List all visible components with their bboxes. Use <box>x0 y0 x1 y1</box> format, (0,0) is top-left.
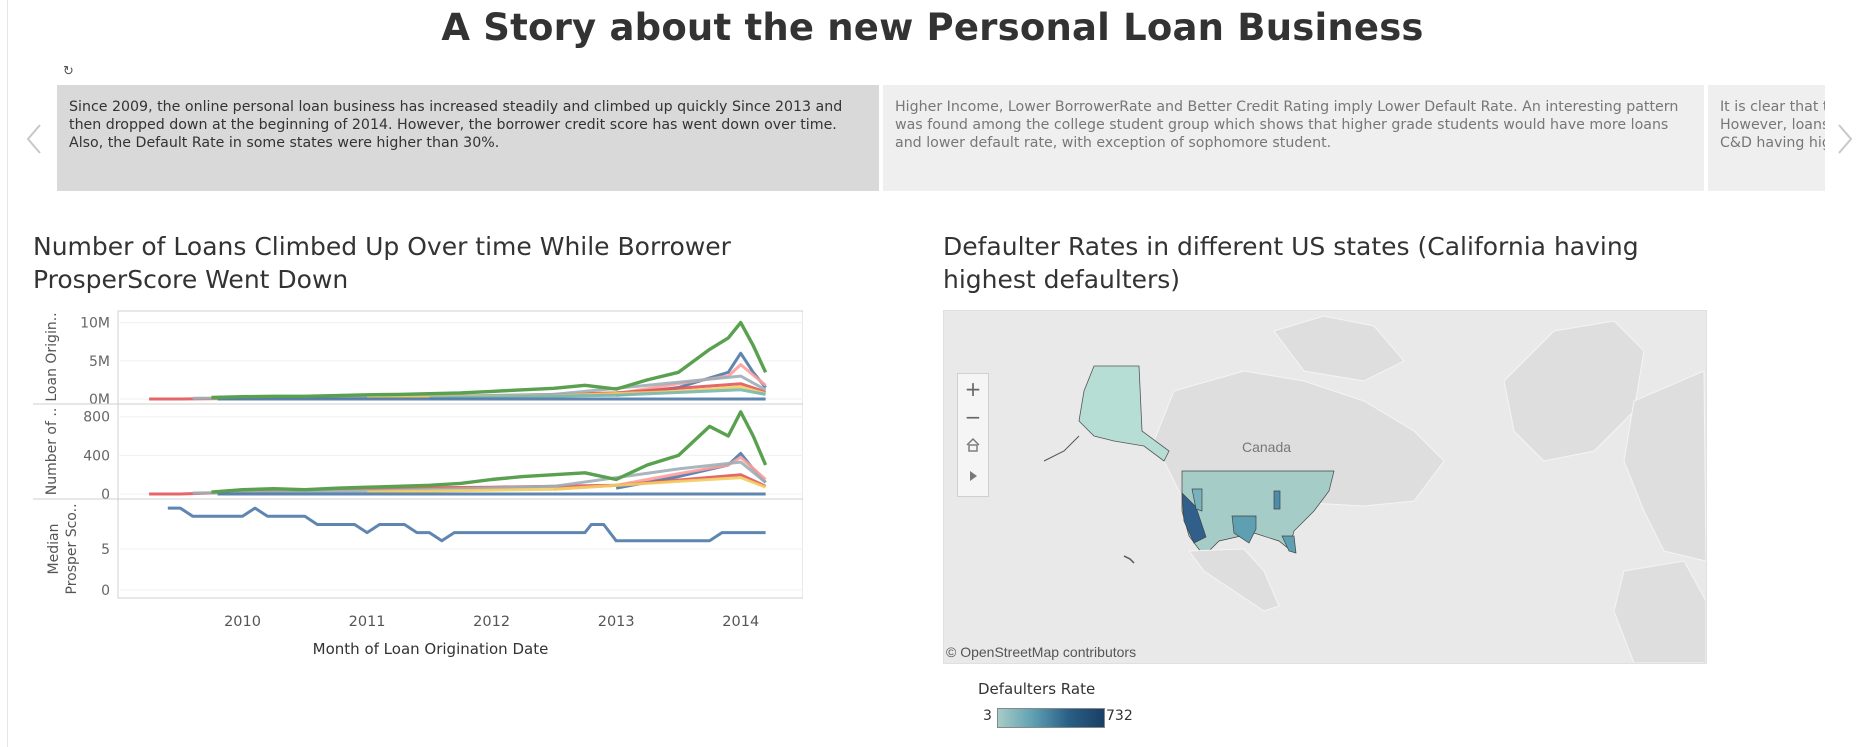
dashboard-title: A Story about the new Personal Loan Busi… <box>441 6 1424 49</box>
y-tick-label: 800 <box>83 410 110 426</box>
zoom-in-button[interactable]: + <box>964 377 982 401</box>
map-controls: + − <box>957 373 989 497</box>
map-alaska-chain <box>1043 435 1080 462</box>
y-axis-label: Prosper Sco.. <box>64 503 80 594</box>
series-line-1-8 <box>211 320 768 400</box>
map-label-canada: Canada <box>1242 439 1292 455</box>
x-axis-label: Month of Loan Origination Date <box>313 640 549 658</box>
story-point-3[interactable]: It is clear that t However, loans C&D havi… <box>1708 85 1825 191</box>
y-tick-label: 5M <box>89 354 110 370</box>
y-axis-label: Median <box>46 524 62 575</box>
home-icon <box>966 438 980 452</box>
x-tick-label: 2011 <box>349 614 386 630</box>
y-axis-label: Number of .. <box>44 408 60 496</box>
defaulters-map[interactable]: Canada + − © OpenStreetMap contributors <box>943 310 1707 664</box>
play-button[interactable] <box>958 462 988 488</box>
x-tick-label: 2012 <box>473 614 510 630</box>
series-line-3-1 <box>167 506 766 543</box>
map-landmass-greenland <box>1503 320 1645 462</box>
loans-chart-title: Number of Loans Climbed Up Over time Whi… <box>33 232 731 294</box>
y-axis-label: Loan Origin.. <box>44 312 60 401</box>
play-icon <box>970 471 977 481</box>
y-tick-label: 5 <box>101 542 110 558</box>
story-point-3-line: It is clear that t However, loans C&D havi… <box>1720 98 1825 152</box>
series-line-2-4 <box>192 460 767 495</box>
y-tick-label: 10M <box>80 316 110 332</box>
left-border <box>7 0 8 747</box>
map-state-alaska <box>1078 365 1170 462</box>
series-line-2-7 <box>211 410 768 494</box>
y-tick-label: 0 <box>101 487 110 503</box>
chevron-left-icon[interactable] <box>24 122 44 156</box>
chevron-right-icon[interactable] <box>1835 122 1855 156</box>
y-tick-label: 0M <box>89 392 110 408</box>
map-landmass-arctic <box>1273 315 1405 382</box>
map-europe <box>1623 370 1706 562</box>
map-africa <box>1613 560 1706 663</box>
map-mexico <box>1188 548 1280 612</box>
map-state-illinois <box>1273 490 1281 510</box>
story-point-2[interactable]: Higher Income, Lower BorrowerRate and Be… <box>883 85 1704 191</box>
map-state-california <box>1181 492 1207 544</box>
map-state-florida <box>1281 535 1297 554</box>
legend-min: 3 <box>983 708 992 724</box>
legend-color-ramp <box>997 708 1105 728</box>
story-point-3-line-3: C&D having hig <box>1720 135 1825 151</box>
story-point-1[interactable]: Since 2009, the online personal loan bus… <box>57 85 879 191</box>
map-state-hawaii <box>1123 555 1135 564</box>
series-line-2-5 <box>367 476 767 494</box>
map-state-nevada <box>1191 488 1203 512</box>
map-canvas <box>1043 315 1706 663</box>
zoom-out-button[interactable]: − <box>964 405 982 429</box>
y-tick-label: 400 <box>83 448 110 464</box>
revert-icon[interactable]: ↻ <box>63 64 74 79</box>
map-state-texas <box>1231 515 1257 544</box>
x-tick-label: 2014 <box>722 614 759 630</box>
story-point-3-line-1: It is clear that t <box>1720 99 1825 115</box>
story-point-3-line-2: However, loans <box>1720 117 1825 133</box>
y-tick-label: 0 <box>101 583 110 599</box>
chart-border <box>117 310 804 599</box>
legend-max: 732 <box>1106 708 1133 724</box>
x-tick-label: 2010 <box>224 614 261 630</box>
loans-chart-svg: 10M 5M 0M Loan Origin.. 800 400 0 Number of .. 5… <box>33 310 804 658</box>
map-title: Defaulter Rates in different US states (… <box>943 232 1639 294</box>
map-usa <box>1181 470 1335 557</box>
legend-title: Defaulters Rate <box>978 680 1096 698</box>
loans-chart[interactable]: 10M 5M 0M Loan Origin.. 800 400 0 Number of .. 5… <box>33 308 804 658</box>
series-line-1-6 <box>429 388 766 400</box>
x-tick-label: 2013 <box>598 614 635 630</box>
map-attribution[interactable]: © OpenStreetMap contributors <box>946 644 1137 660</box>
home-button[interactable] <box>958 432 988 458</box>
